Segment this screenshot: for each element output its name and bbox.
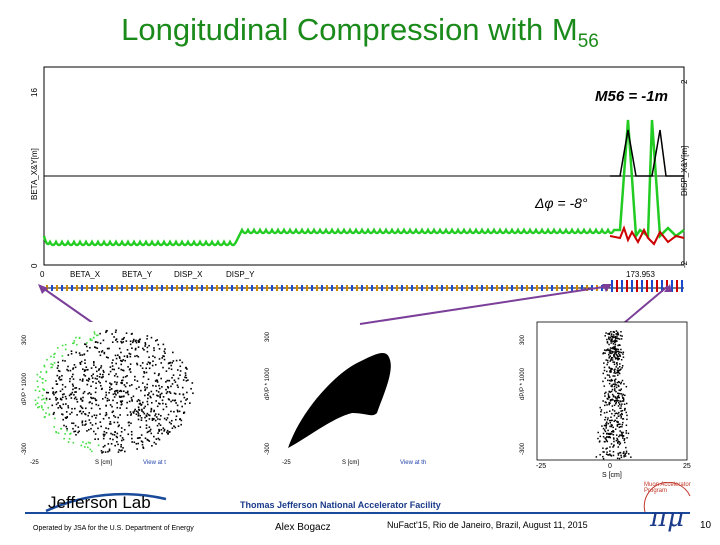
slide-title: Longitudinal Compression with M56 [0, 12, 720, 53]
phase-plot-1-x-left: -25 [30, 460, 39, 466]
x-axis-start: 0 [40, 270, 45, 279]
phase-plot-1-y-bottom: -300 [22, 442, 28, 455]
phase-plot-1 [30, 322, 195, 460]
svg-text:πμ: πμ [649, 503, 684, 533]
phase-plot-2-x-left: -25 [282, 460, 291, 466]
phase-plot-3-y-top: 300 [520, 334, 526, 345]
muon-logo-text: Muon Accelerator Program [644, 482, 691, 494]
lab-name: Jefferson Lab [48, 493, 151, 512]
phase-plot-2-x-label: S [cm] [342, 460, 360, 466]
phase-plot-2 [288, 352, 391, 448]
phase-plot-1-footer: View at t [143, 460, 166, 466]
phase-plot-2-y-top: 300 [265, 331, 271, 342]
beta-x-curve [610, 129, 684, 177]
phase-plot-2-y-label: dP/P * 1000 [265, 368, 271, 400]
muon-logo-icon: πμ [643, 481, 691, 533]
phase-plot-3-x-right: 25 [683, 463, 691, 470]
right-axis-max: 2 [680, 79, 689, 84]
footer-divider [25, 512, 690, 514]
phase-plot-1-x-label: S [cm] [95, 460, 113, 466]
legend-disp-x: DISP_X [174, 270, 203, 279]
jlab-arc-icon [45, 492, 167, 513]
disp-curve [609, 225, 685, 246]
facility-name: Thomas Jefferson National Accelerator Fa… [240, 500, 441, 510]
author-name: Alex Bogacz [275, 522, 331, 533]
muon-program-logo: πμ Muon Accelerator Program [640, 481, 698, 540]
page-number: 10 [700, 520, 712, 531]
phase-plot-1-y-top: 300 [22, 334, 28, 345]
phase-plot-3-y-bottom: -300 [520, 442, 526, 455]
phase-plot-2-y-bottom: -300 [265, 442, 271, 455]
legend-disp-y: DISP_Y [226, 270, 255, 279]
lattice-plot [42, 66, 685, 292]
phase-plot-3-x-label: S [cm] [602, 472, 622, 479]
title-main: Longitudinal Compression with M [121, 12, 578, 47]
phase-plot-3 [536, 321, 688, 461]
jefferson-lab-logo: Jefferson Lab [44, 491, 169, 513]
conference-info: NuFact'15, Rio de Janeiro, Brazil, Augus… [387, 520, 588, 530]
right-axis-min: -2 [680, 260, 689, 268]
phase-plot-2-footer: View at th [400, 460, 427, 466]
phase-plot-3-y-label: dP/P * 1000 [520, 368, 526, 400]
legend-beta-y: BETA_Y [122, 270, 153, 279]
left-axis-min: 0 [30, 263, 39, 268]
phase-plot-3-x-left: -25 [536, 463, 547, 470]
x-axis-end: 173.953 [626, 270, 655, 279]
m56-annotation: M56 = -1m [595, 88, 668, 105]
phase-plot-2-curve [288, 352, 391, 448]
beta-y-curve [42, 119, 685, 247]
operator-text: Operated by JSA for the U.S. Department … [33, 525, 194, 532]
phase-annotation: Δφ = -8° [535, 195, 588, 211]
phase-plot-1-y-label: dP/P * 1000 [22, 373, 28, 405]
right-axis-label: DISP_X&Y[m] [680, 145, 689, 196]
legend-beta-x: BETA_X [70, 270, 101, 279]
title-subscript: 56 [577, 31, 599, 53]
phase-plot-3-x-mid: 0 [608, 463, 612, 470]
left-axis-max: 16 [30, 88, 39, 97]
left-axis-label: BETA_X&Y[m] [30, 148, 39, 200]
lattice-plot-frame [43, 66, 685, 266]
pointer-arrows [38, 284, 672, 329]
